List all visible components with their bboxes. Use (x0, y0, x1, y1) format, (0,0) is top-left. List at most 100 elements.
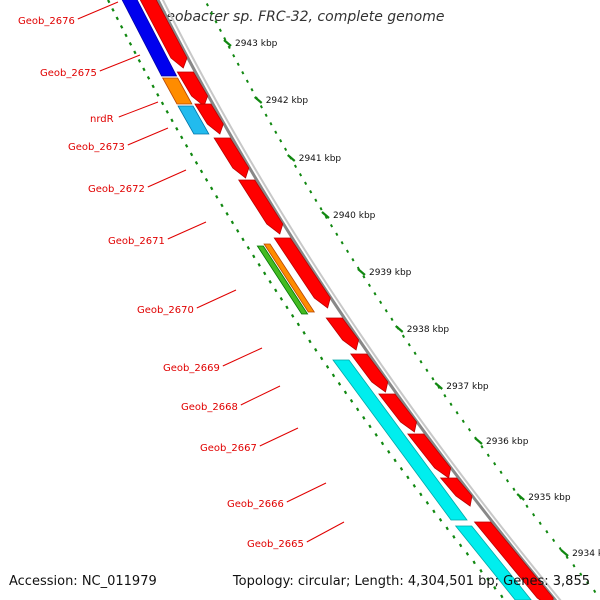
gc-track-dot (355, 407, 360, 412)
gc-track-dot (220, 203, 224, 208)
scale-dot (319, 207, 323, 211)
gc-track-dot (184, 144, 189, 148)
scale-dot (467, 428, 472, 432)
scale-dot (499, 470, 503, 475)
scale-major-tick (560, 549, 569, 557)
scale-dot (579, 572, 583, 577)
scale-dot (379, 300, 383, 305)
cds-arrow-8 (350, 353, 389, 393)
scale-dot (401, 334, 405, 339)
gc-track-dot (458, 543, 463, 548)
scale-dot (449, 402, 453, 407)
gc-track-dot (119, 25, 124, 29)
scale-major-tick (223, 39, 232, 47)
gc-track-dot (204, 178, 209, 182)
cds-arrow-3 (194, 103, 224, 135)
scale-label: 2937 kbp (446, 382, 489, 392)
gc-track-dot (399, 467, 404, 471)
gc-track-dot (465, 552, 470, 556)
scale-dot (351, 258, 355, 262)
gc-track-dot (406, 475, 410, 480)
gc-track-dot (308, 339, 312, 344)
gc-track-dot (160, 101, 165, 106)
gc-track-dot (128, 42, 133, 46)
gene-label-geob_2667: Geob_2667 (200, 443, 257, 454)
gene-label-geob_2666: Geob_2666 (227, 499, 284, 510)
cog-segment-cyan-2 (454, 525, 532, 600)
scale-dot (480, 445, 484, 449)
gc-track-dot (445, 526, 449, 531)
gene-leader-line (240, 385, 281, 406)
gc-track-dot (314, 348, 318, 352)
scale-dot (293, 164, 298, 169)
gene-leader-line (259, 427, 299, 447)
gc-track-dot (325, 365, 330, 369)
gene-leader-line (286, 482, 327, 503)
scale-label: 2940 kbp (333, 211, 376, 221)
gc-track-dot (343, 390, 348, 395)
scale-dot (304, 181, 308, 186)
scale-dot (269, 122, 273, 126)
gc-track-dot (374, 433, 378, 437)
scale-dot (413, 351, 417, 356)
scale-label: 2941 kbp (299, 154, 342, 164)
scale-dot (407, 343, 411, 347)
scale-major-tick (287, 154, 296, 162)
gene-leader-line (196, 289, 237, 309)
cog-segment-cyan-1 (332, 359, 468, 521)
scale-dot (236, 62, 240, 67)
gene-label-geob_2665: Geob_2665 (247, 539, 304, 550)
scale-dot (205, 3, 209, 7)
cds-arrow-1 (139, 0, 188, 69)
scale-dot (345, 249, 350, 254)
gc-track-dot (349, 399, 354, 403)
scale-dot (367, 283, 371, 288)
page-title: Geobacter sp. FRC-32, complete genome (155, 9, 445, 25)
gene-label-geob_2676: Geob_2676 (18, 16, 75, 27)
gc-track-dot (486, 577, 490, 582)
scale-dot (455, 411, 459, 415)
gene-leader-line (77, 1, 119, 20)
cds-arrow-5 (238, 179, 284, 235)
scale-dot (493, 462, 497, 466)
cds-arrow-12 (473, 521, 554, 600)
gc-track-dot (274, 288, 278, 293)
gene-label-geob_2672: Geob_2672 (88, 184, 145, 195)
cog-segment-green (256, 245, 309, 315)
scale-dot (284, 147, 288, 152)
scale-dot (227, 45, 231, 50)
gc-track-dot (257, 263, 261, 267)
gc-track-dot (124, 33, 128, 38)
scale-major-tick (434, 382, 443, 390)
scale-dot (384, 309, 388, 313)
scale-dot (593, 589, 597, 594)
scale-dot (565, 555, 569, 560)
scale-dot (335, 232, 339, 237)
gc-track-dot (380, 441, 385, 446)
scale-dot (279, 139, 283, 143)
cds-arrow-11 (439, 477, 473, 507)
scale-dot (512, 487, 516, 492)
gc-track-dot (331, 373, 336, 378)
scale-label: 2938 kbp (407, 325, 450, 335)
gc-track-dot (479, 569, 483, 573)
genome-summary-text: Topology: circular; Length: 4,304,501 bp… (232, 574, 590, 589)
scale-dot (373, 292, 377, 296)
gc-track-dot (393, 458, 397, 463)
scale-dot (545, 530, 549, 534)
cog-segment-sky (177, 105, 210, 135)
gc-track-dot (107, 0, 111, 4)
accession-text: Accession: NC_011979 (9, 574, 157, 589)
backbone-outer-line (156, 0, 558, 600)
scale-dot (259, 105, 263, 109)
gc-track-dot (387, 450, 391, 454)
gc-track-dot (438, 518, 443, 522)
scale-dot (505, 479, 510, 483)
gc-track-dot (151, 84, 155, 89)
scale-major-tick (474, 437, 483, 445)
gene-label-geob_2675: Geob_2675 (40, 68, 97, 79)
scale-dot (532, 513, 536, 517)
gene-label-geob_2671: Geob_2671 (108, 236, 165, 247)
gc-track-dot (472, 560, 476, 565)
